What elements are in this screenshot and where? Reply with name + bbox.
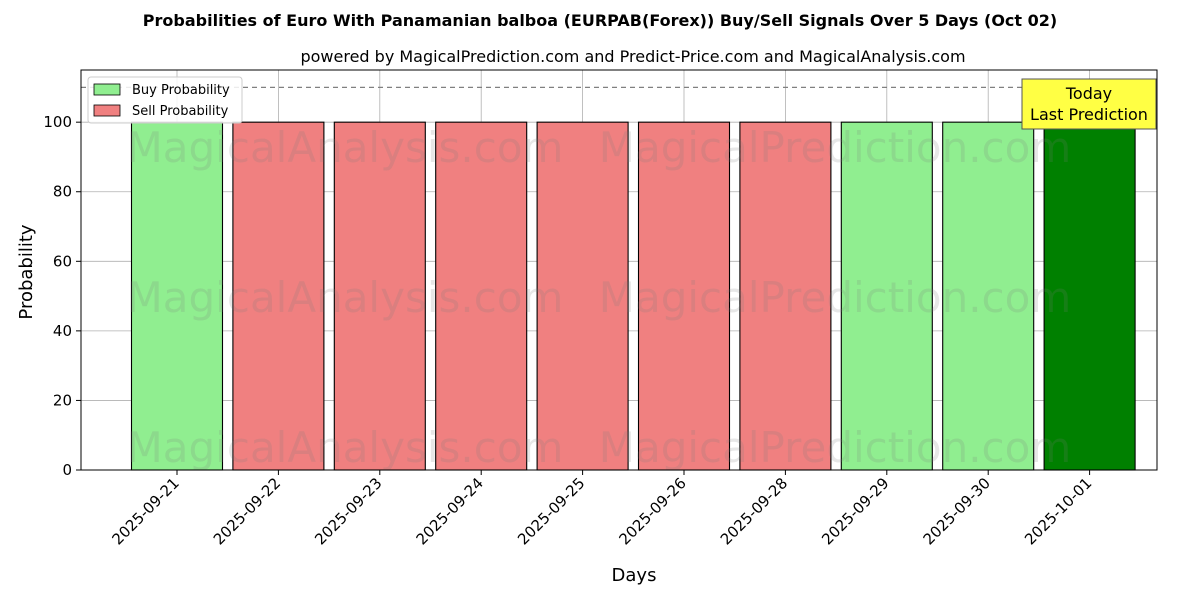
bar-2025-09-25 xyxy=(536,121,629,471)
today-annotation: Today Last Prediction xyxy=(1021,78,1157,130)
x-tick-label: 2025-09-25 xyxy=(514,474,588,548)
legend: Buy Probability Sell Probability xyxy=(87,76,243,124)
watermark-text: MagicalAnalysis.com xyxy=(127,123,564,172)
x-tick-label: 2025-09-28 xyxy=(717,474,791,548)
y-tick-label: 60 xyxy=(53,252,72,270)
y-axis: 0 20 40 60 80 100 xyxy=(43,113,81,479)
x-axis: 2025-09-21 2025-09-22 2025-09-23 2025-09-24… xyxy=(108,470,1095,548)
bar-2025-09-28 xyxy=(739,121,832,471)
x-tick-label: 2025-09-29 xyxy=(818,474,892,548)
watermark-text: MagicalAnalysis.com xyxy=(127,273,564,322)
annotation-line1: Today xyxy=(1065,84,1112,103)
annotation-line2: Last Prediction xyxy=(1030,105,1148,124)
x-tick-label: 2025-09-24 xyxy=(413,474,487,548)
y-axis-label: Probability xyxy=(16,224,37,319)
x-tick-label: 2025-09-21 xyxy=(108,474,182,548)
x-tick-label: 2025-09-23 xyxy=(311,474,385,548)
y-tick-label: 40 xyxy=(53,322,72,340)
watermarks: MagicalAnalysis.com MagicalPrediction.com… xyxy=(127,123,1072,472)
bar-2025-10-01 xyxy=(1043,121,1136,471)
plot-frame xyxy=(80,69,1158,471)
watermark-text: MagicalPrediction.com xyxy=(599,423,1072,472)
legend-frame xyxy=(87,76,243,124)
watermark-text: MagicalAnalysis.com xyxy=(127,423,564,472)
legend-sell-label: Sell Probability xyxy=(132,104,229,119)
x-tick-label: 2025-09-30 xyxy=(920,474,994,548)
watermark-text: MagicalPrediction.com xyxy=(599,123,1072,172)
bar-2025-09-24 xyxy=(435,121,528,471)
chart-title: Probabilities of Euro With Panamanian ba… xyxy=(143,11,1057,30)
bar-2025-09-26 xyxy=(637,121,731,471)
x-tick-label: 2025-09-26 xyxy=(615,474,689,548)
x-axis-label: Days xyxy=(612,565,657,586)
watermark-text: MagicalPrediction.com xyxy=(599,273,1072,322)
y-tick-label: 100 xyxy=(43,113,72,131)
bar-2025-09-30 xyxy=(942,121,1035,471)
legend-sell-swatch xyxy=(93,104,121,117)
bar-2025-09-21 xyxy=(130,121,224,471)
y-tick-label: 80 xyxy=(53,183,72,201)
x-tick-label: 2025-10-01 xyxy=(1021,474,1095,548)
legend-buy-label: Buy Probability xyxy=(132,83,230,98)
y-tick-label: 0 xyxy=(62,461,72,479)
y-tick-label: 20 xyxy=(53,391,72,409)
x-tick-label: 2025-09-22 xyxy=(210,474,284,548)
legend-buy-swatch xyxy=(93,83,121,96)
annotation-box xyxy=(1021,78,1157,130)
chart-subtitle: powered by MagicalPrediction.com and Pre… xyxy=(300,47,965,66)
bars xyxy=(130,121,1136,471)
